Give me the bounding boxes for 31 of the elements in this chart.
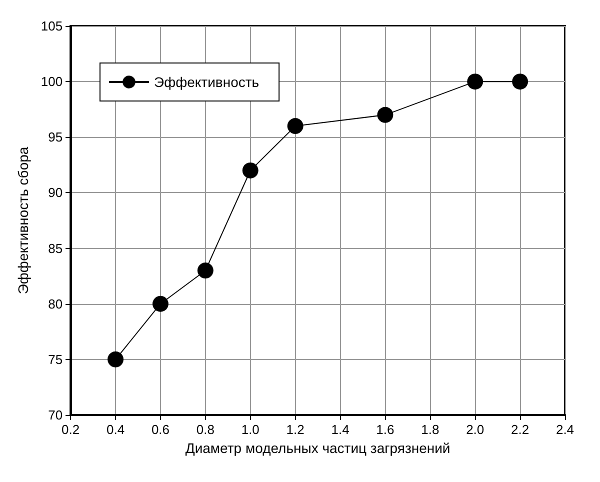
x-tick-label: 1.2 <box>286 422 304 437</box>
y-tick-label: 75 <box>48 352 63 367</box>
y-tick-label: 105 <box>40 18 63 34</box>
point <box>512 74 528 90</box>
x-axis-title: Диаметр модельных частиц загрязнений <box>185 440 450 456</box>
point <box>467 74 484 90</box>
y-tick-label: 85 <box>48 240 63 256</box>
legend-label: Эффективность <box>154 74 260 90</box>
point <box>197 262 214 279</box>
x-tick-label: 1.4 <box>331 422 350 437</box>
point <box>242 162 258 178</box>
x-tick-label: 0.8 <box>196 422 214 437</box>
point <box>377 106 394 123</box>
x-tick-label: 0.2 <box>62 422 80 437</box>
x-tick-label: 1.6 <box>376 422 394 437</box>
y-tick-label: 95 <box>48 130 63 145</box>
y-tick-label: 100 <box>40 74 63 90</box>
y-tick-label: 80 <box>48 296 63 312</box>
x-tick-label: 2.4 <box>556 422 574 437</box>
x-tick-label: 2.0 <box>466 422 484 437</box>
point <box>108 351 124 368</box>
x-tick-label: 1.0 <box>241 422 260 437</box>
point <box>152 296 168 312</box>
y-axis-title: Эффективность сбора <box>15 146 31 294</box>
x-tick-label: 0.4 <box>106 422 125 437</box>
x-tick-label: 1.8 <box>421 422 440 437</box>
point <box>287 118 304 134</box>
x-tick-label: 0.6 <box>151 422 170 437</box>
x-tick-label: 2.2 <box>511 422 530 437</box>
y-tick-label: 90 <box>48 185 63 200</box>
y-tick-label: 70 <box>48 408 63 422</box>
